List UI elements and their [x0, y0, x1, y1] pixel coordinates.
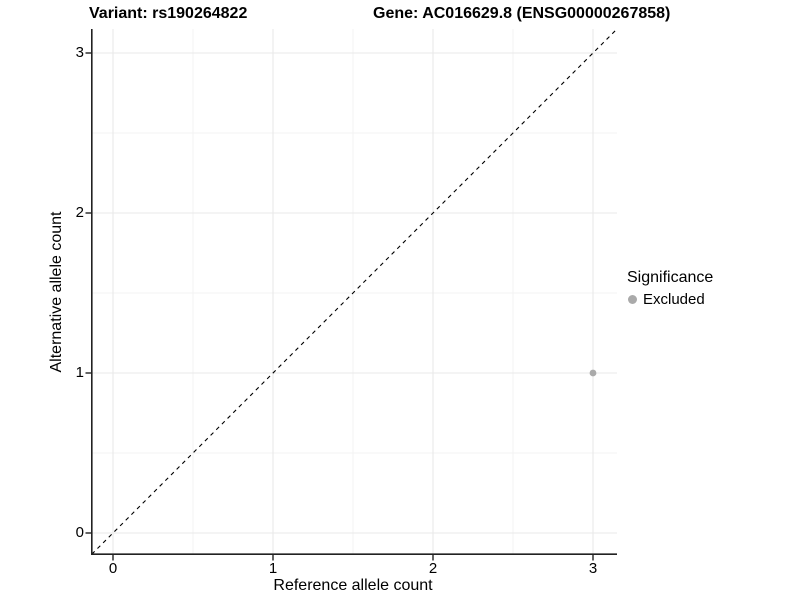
x-tick-label: 2: [428, 560, 438, 577]
legend-point-swatch: [628, 295, 637, 304]
y-tick-label: 0: [75, 524, 84, 541]
identity-dashed-line: [91, 28, 618, 555]
legend-entry: Excluded: [628, 290, 713, 309]
plot-title-gene: Gene: AC016629.8 (ENSG00000267858): [373, 5, 671, 22]
x-tick-label: 1: [268, 560, 278, 577]
x-tick-label: 0: [108, 560, 118, 577]
y-tick-label: 1: [75, 364, 84, 381]
data-point: [589, 369, 597, 377]
legend-title: Significance: [627, 269, 714, 286]
legend-entries: Excluded: [627, 290, 713, 309]
legend: Significance Excluded: [627, 268, 713, 309]
plot-title-variant: Variant: rs190264822: [89, 5, 248, 22]
x-tick-label: 3: [588, 560, 598, 577]
y-tick-label: 2: [75, 204, 84, 221]
y-tick-label: 3: [75, 44, 84, 61]
x-axis-title: Reference allele count: [273, 577, 433, 594]
y-axis-title: Alternative allele count: [48, 211, 65, 373]
legend-entry-label: Excluded: [643, 291, 705, 308]
